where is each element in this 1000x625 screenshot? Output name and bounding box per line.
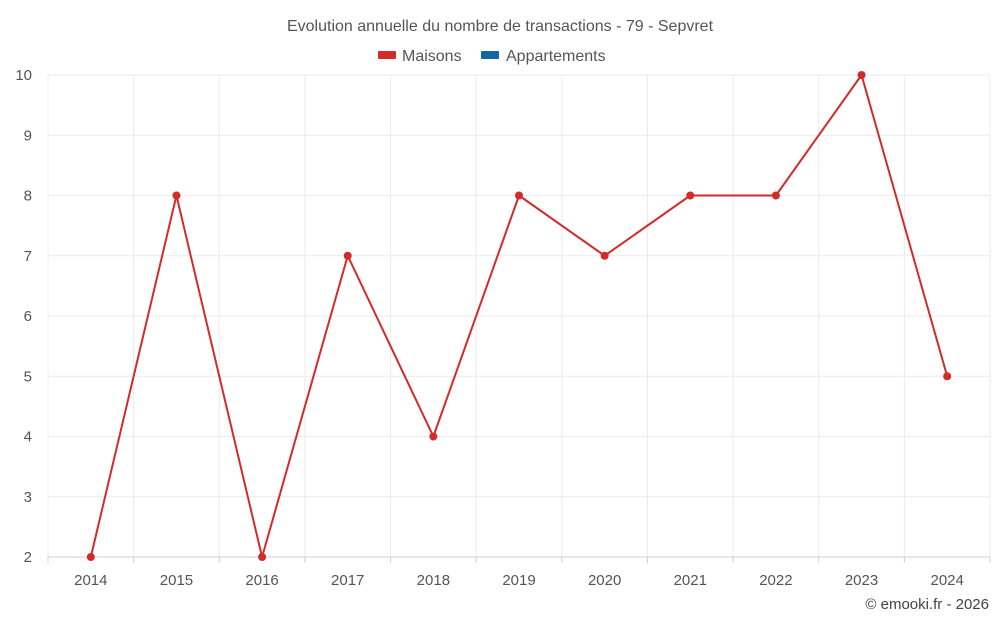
- y-tick-label: 3: [24, 489, 32, 506]
- legend-label-appartements: Appartements: [506, 48, 606, 65]
- x-tick-label: 2016: [245, 572, 278, 589]
- legend-swatch-maisons: [378, 51, 396, 59]
- grid: [47, 74, 991, 557]
- data-point[interactable]: [515, 191, 523, 200]
- data-point[interactable]: [686, 191, 695, 200]
- x-tick-label: 2022: [759, 572, 792, 589]
- y-tick-label: 2: [24, 549, 32, 566]
- data-point[interactable]: [771, 191, 780, 200]
- legend-item-maisons[interactable]: Maisons: [378, 48, 462, 65]
- y-tick-label: 6: [24, 308, 32, 325]
- x-tick-label: 2021: [674, 572, 707, 589]
- y-tick-label: 5: [24, 368, 32, 385]
- y-tick-label: 10: [15, 67, 32, 84]
- x-tick-label: 2018: [417, 572, 450, 589]
- x-tick-label: 2024: [930, 572, 963, 589]
- data-point[interactable]: [943, 372, 952, 381]
- series-maisons: [86, 71, 952, 561]
- y-tick-label: 8: [24, 188, 32, 205]
- x-tick-label: 2019: [502, 572, 535, 589]
- x-tick-label: 2015: [160, 572, 193, 589]
- data-point[interactable]: [343, 251, 352, 260]
- y-tick-label: 7: [24, 248, 32, 265]
- legend-item-appartements[interactable]: Appartements: [481, 48, 606, 65]
- legend-swatch-appartements: [481, 51, 499, 59]
- y-tick-label: 4: [24, 429, 32, 446]
- data-point[interactable]: [86, 553, 95, 561]
- y-tick-label: 9: [24, 127, 32, 144]
- credit-text: © emooki.fr - 2026: [865, 596, 989, 613]
- data-point[interactable]: [857, 71, 866, 79]
- x-tick-label: 2017: [331, 572, 364, 589]
- x-tick-label: 2014: [74, 572, 107, 589]
- data-point[interactable]: [258, 553, 267, 561]
- legend-label-maisons: Maisons: [402, 48, 462, 65]
- axes: 2 3 4 5 6 7 8 9 10 2014 2015 2016 2017 2018 2019 2020 20…: [15, 67, 991, 589]
- data-point[interactable]: [600, 251, 609, 260]
- chart-title: Evolution annuelle du nombre de transact…: [287, 18, 714, 35]
- data-point[interactable]: [429, 432, 438, 441]
- x-tick-label: 2020: [588, 572, 621, 589]
- legend: Maisons Appartements: [378, 48, 606, 65]
- x-tick-label: 2023: [845, 572, 878, 589]
- data-point[interactable]: [172, 191, 181, 200]
